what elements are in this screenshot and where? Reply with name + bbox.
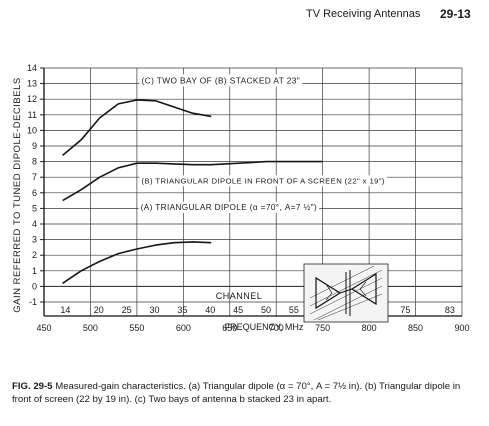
antenna-sketch: [303, 263, 389, 323]
y-axis-label: GAIN REFERRED TO TUNED DIPOLE-DECIBELS: [12, 77, 23, 312]
channel-tick-label: 45: [233, 305, 243, 315]
y-tick-label: 0: [32, 281, 37, 291]
page-header: TV Receiving Antennas 29-13: [0, 6, 489, 24]
x-tick-label: 800: [362, 323, 377, 333]
figure-number: FIG. 29-5: [12, 381, 53, 392]
channel-tick-label: 20: [94, 305, 104, 315]
x-tick-label: 750: [315, 323, 330, 333]
x-tick-label: 650: [222, 323, 237, 333]
series-annotation: (B) TRIANGULAR DIPOLE IN FRONT OF A SCRE…: [142, 176, 385, 185]
channel-tick-label: 50: [261, 305, 271, 315]
channel-tick-label: 30: [150, 305, 160, 315]
x-tick-label: 600: [176, 323, 191, 333]
channel-tick-label: 14: [60, 305, 70, 315]
series-annotation: (C) TWO BAY OF (B) STACKED AT 23": [142, 75, 301, 85]
x-tick-label: 900: [454, 323, 469, 333]
channel-tick-label: 25: [122, 305, 132, 315]
y-tick-label: 5: [32, 203, 37, 213]
caption-text: Measured-gain characteristics. (a) Trian…: [12, 381, 461, 405]
section-title: TV Receiving Antennas: [306, 8, 421, 20]
y-tick-label: 13: [27, 79, 37, 89]
y-tick-label: 4: [32, 219, 37, 229]
channel-tick-label: 40: [205, 305, 215, 315]
series-line: [62, 99, 212, 157]
y-tick-label: 3: [32, 235, 37, 245]
gain-chart: GAIN REFERRED TO TUNED DIPOLE-DECIBELS F…: [12, 63, 470, 333]
y-tick-label: 9: [32, 141, 37, 151]
figure-caption: FIG. 29-5 Measured-gain characteristics.…: [12, 381, 482, 406]
channel-tick-label: 35: [177, 305, 187, 315]
x-tick-label: 550: [129, 323, 144, 333]
y-tick-label: 1: [32, 266, 37, 276]
x-axis-label: FREQUENCY, MHz: [225, 322, 304, 332]
x-tick-label: 450: [36, 323, 51, 333]
x-tick-label: 850: [408, 323, 423, 333]
y-tick-label: 8: [32, 157, 37, 167]
annotation-background: [139, 74, 303, 87]
y-tick-label: 6: [32, 188, 37, 198]
channel-label: CHANNEL: [216, 291, 263, 301]
channel-tick-label: 75: [400, 305, 410, 315]
y-tick-label: 10: [27, 125, 37, 135]
series-line: [62, 241, 212, 284]
channel-tick-label: 55: [289, 305, 299, 315]
series-annotation: (A) TRIANGULAR DIPOLE (α =70°, A=7 ½"): [141, 203, 318, 212]
channel-tick-label: 83: [445, 305, 455, 315]
annotation-background: [138, 201, 320, 213]
y-tick-label: 14: [27, 63, 37, 73]
y-tick-label: 12: [27, 94, 37, 104]
annotation-background: [139, 175, 387, 187]
x-tick-label: 700: [269, 323, 284, 333]
y-tick-label: -1: [29, 297, 37, 307]
series-line: [62, 160, 323, 202]
y-tick-label: 2: [32, 250, 37, 260]
x-tick-label: 500: [83, 323, 98, 333]
y-tick-label: 11: [28, 110, 37, 120]
page-number: 29-13: [440, 7, 471, 21]
y-tick-label: 7: [32, 172, 37, 182]
